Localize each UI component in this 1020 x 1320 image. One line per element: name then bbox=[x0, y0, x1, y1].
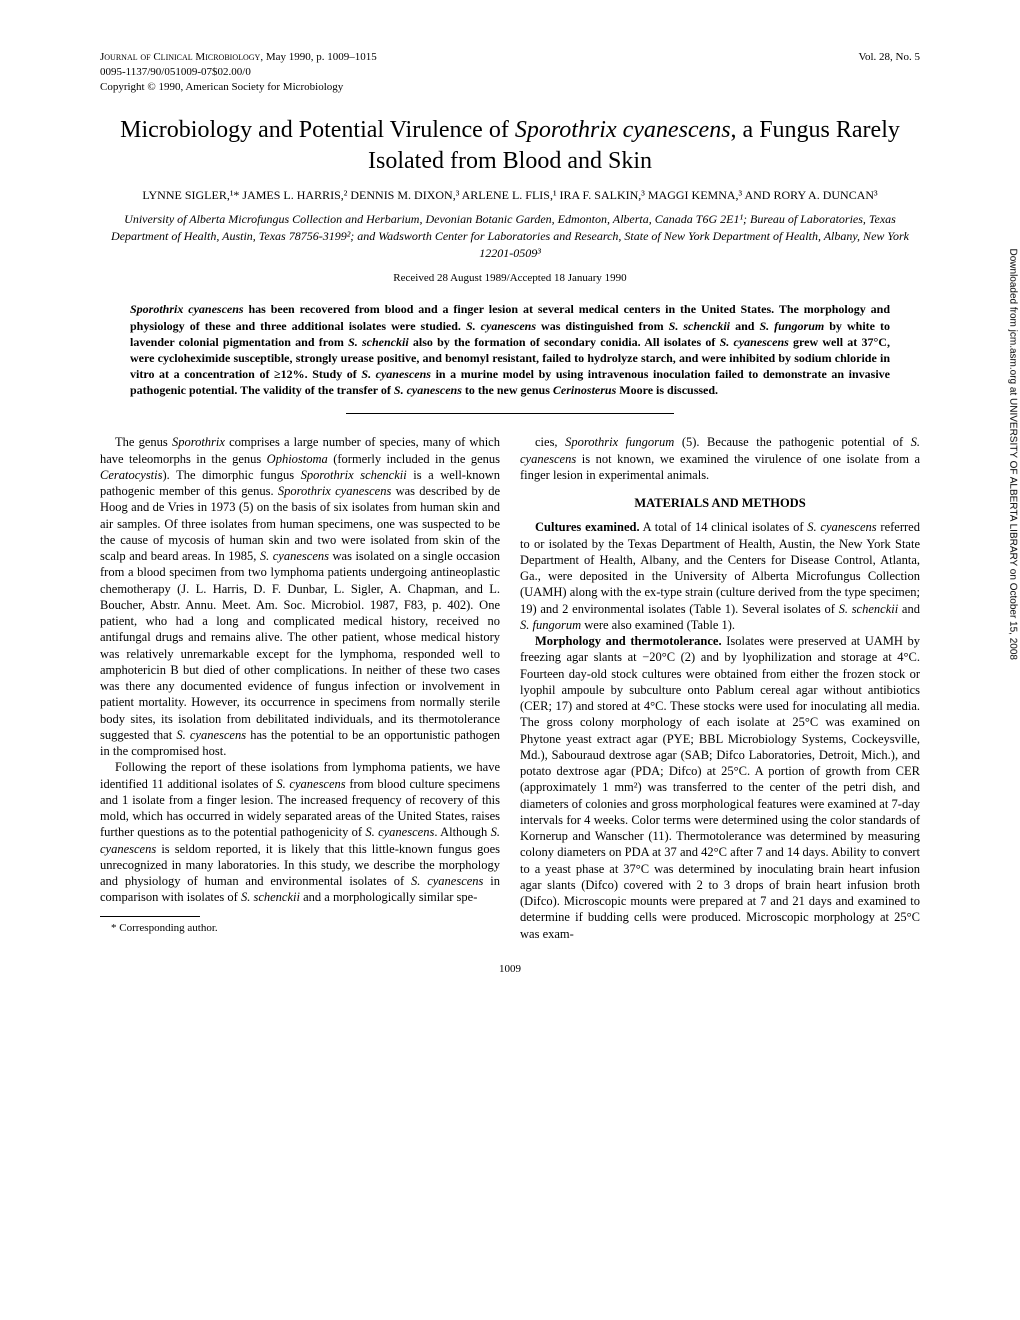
header-right: Vol. 28, No. 5 bbox=[858, 50, 920, 95]
intro-paragraph-3: cies, Sporothrix fungorum (5). Because t… bbox=[520, 434, 920, 483]
methods-paragraph-1: Cultures examined. A total of 14 clinica… bbox=[520, 519, 920, 633]
footnote-rule bbox=[100, 916, 200, 917]
page-number: 1009 bbox=[100, 962, 920, 977]
header-left: Journal of Clinical Microbiology, May 19… bbox=[100, 50, 377, 95]
methods-heading: MATERIALS AND METHODS bbox=[520, 495, 920, 511]
abstract-divider bbox=[346, 413, 674, 414]
affiliations: University of Alberta Microfungus Collec… bbox=[100, 211, 920, 261]
authors: LYNNE SIGLER,¹* JAMES L. HARRIS,² DENNIS… bbox=[100, 187, 920, 203]
methods-paragraph-2: Morphology and thermotolerance. Isolates… bbox=[520, 633, 920, 942]
abstract: Sporothrix cyanescens has been recovered… bbox=[130, 301, 890, 398]
journal-date: May 1990, p. 1009–1015 bbox=[266, 51, 377, 63]
body-columns: The genus Sporothrix comprises a large n… bbox=[100, 434, 920, 942]
journal-name: Journal of Clinical Microbiology bbox=[100, 51, 260, 63]
article-title: Microbiology and Potential Virulence of … bbox=[100, 115, 920, 177]
journal-header: Journal of Clinical Microbiology, May 19… bbox=[100, 50, 920, 95]
download-watermark: Downloaded from jcm.asm.org at UNIVERSIT… bbox=[1005, 249, 1019, 660]
journal-issn: 0095-1137/90/051009-07$02.00/0 bbox=[100, 66, 251, 78]
intro-paragraph-1: The genus Sporothrix comprises a large n… bbox=[100, 434, 500, 759]
intro-paragraph-2: Following the report of these isolations… bbox=[100, 759, 500, 905]
corresponding-author-footnote: * Corresponding author. bbox=[100, 921, 500, 935]
journal-copyright: Copyright © 1990, American Society for M… bbox=[100, 81, 343, 93]
journal-volume: Vol. 28, No. 5 bbox=[858, 51, 920, 63]
received-date: Received 28 August 1989/Accepted 18 Janu… bbox=[100, 271, 920, 286]
